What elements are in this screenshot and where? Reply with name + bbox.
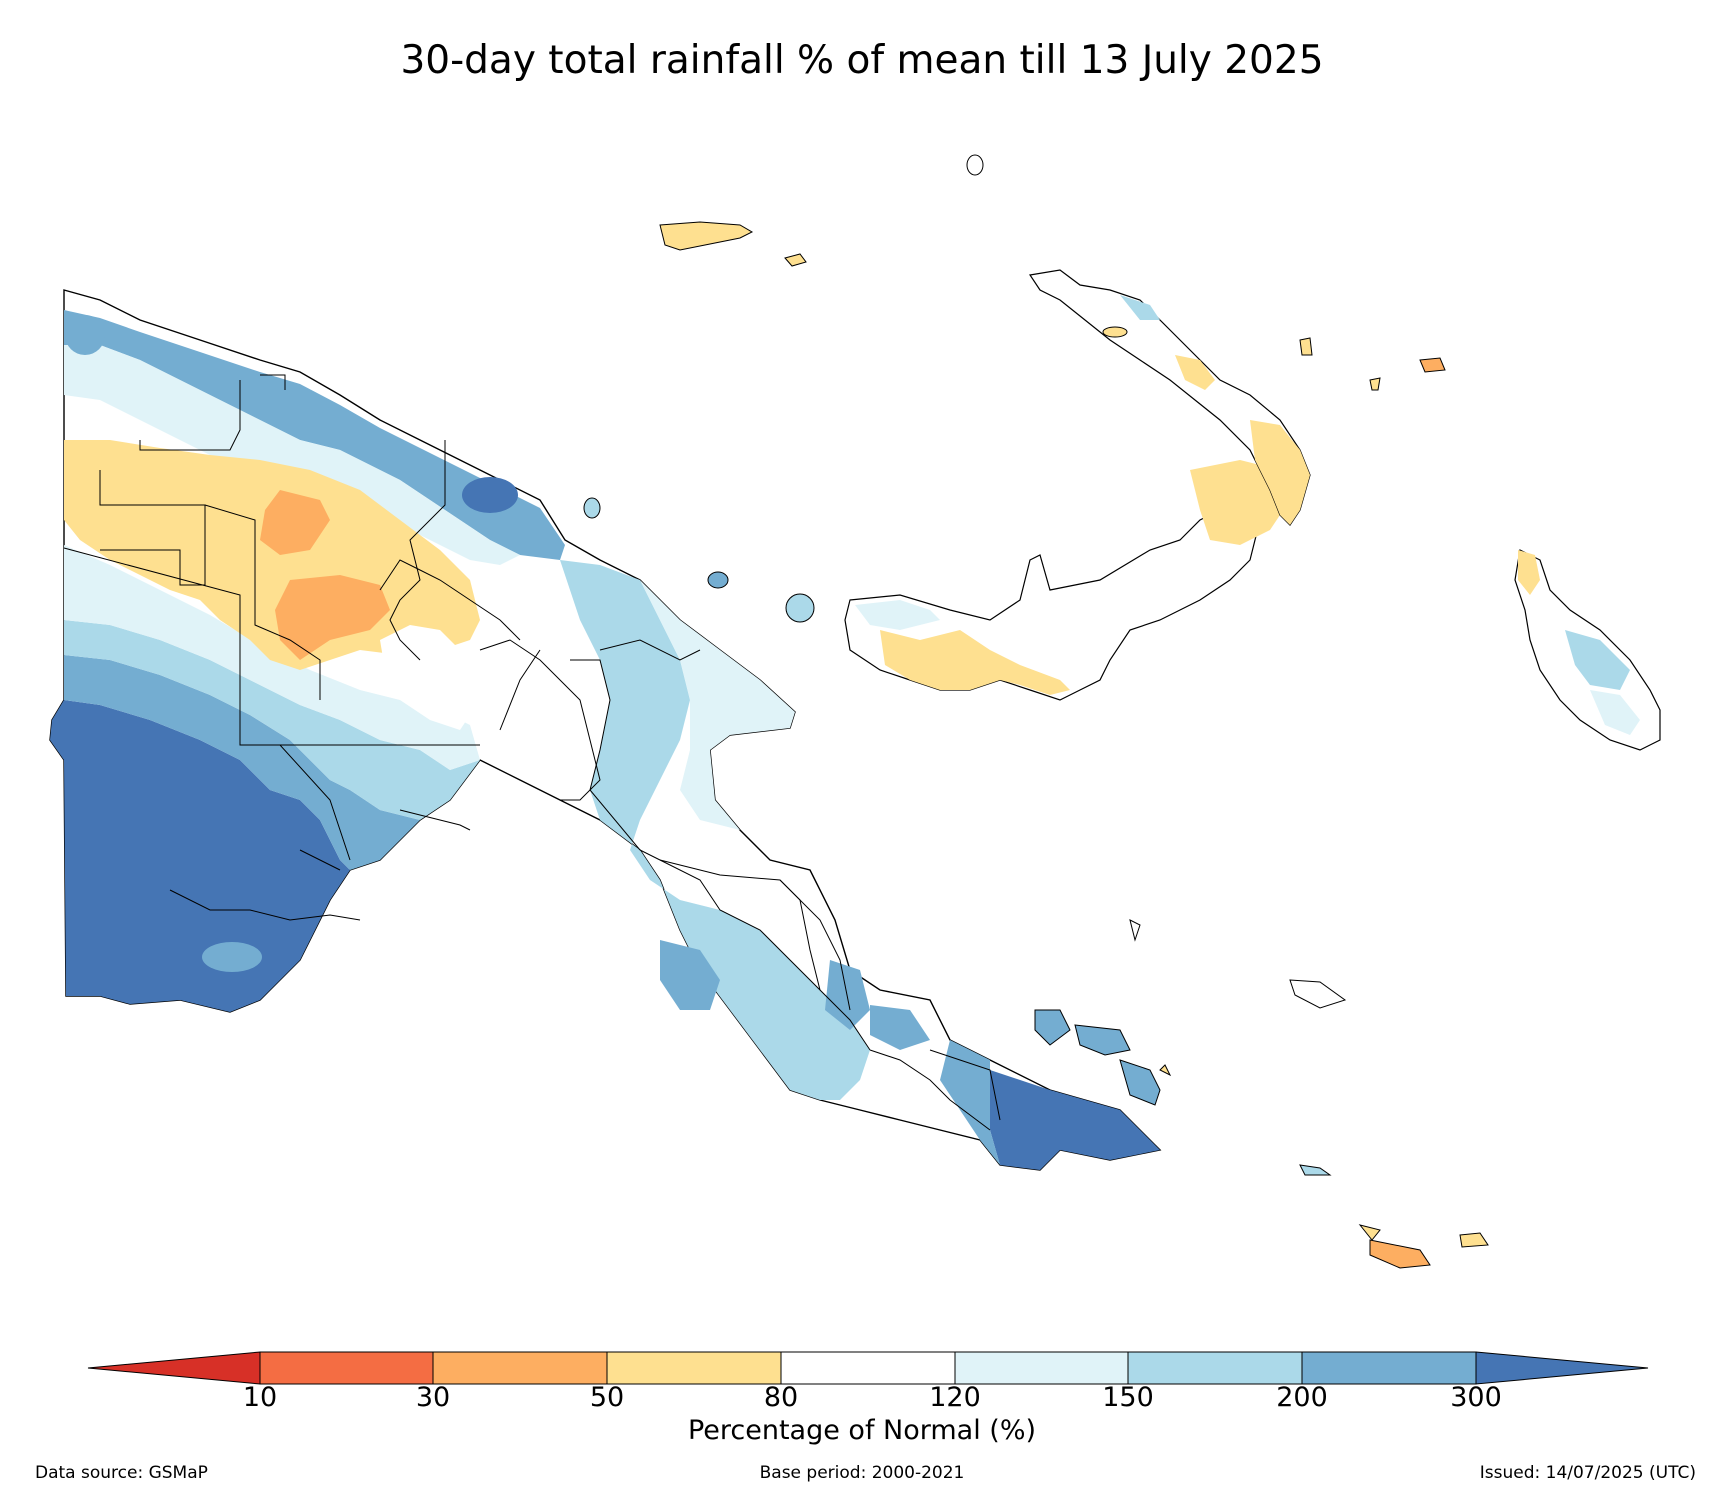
region-80-120-highlands [380,625,480,730]
small-islands [583,154,1489,1269]
region-200-300-inset [202,942,262,972]
colorbar-over [1475,1351,1649,1385]
colorbar-tick-200: 200 [1276,1382,1328,1413]
new-britain-50-80-south [880,630,1070,695]
colorbar-tick-10: 10 [242,1382,278,1413]
region-30-50-highlands-a [260,490,330,555]
new-britain-120-150-west [855,600,940,630]
colorbar-bin-200-300 [1301,1351,1477,1385]
colorbar-bin-120-150 [954,1351,1129,1385]
island-bougainville [1514,549,1661,751]
bougainville-150-200 [1565,630,1630,690]
island-manus [659,221,807,267]
region-150-200-east-spine [560,560,870,1100]
new-ireland-50-80 [1250,420,1310,525]
region-200-300-east-c [870,1005,930,1050]
colorbar-tick-30: 30 [415,1382,451,1413]
colorbar-tick-150: 150 [1102,1382,1154,1413]
colorbar-tick-50: 50 [589,1382,625,1413]
issued-date: Issued: 14/07/2025 (UTC) [1479,1463,1696,1483]
data-source: Data source: GSMaP [35,1463,208,1483]
colorbar-tick-120: 120 [929,1382,981,1413]
colorbar-bin-30-50 [432,1351,608,1385]
region-200-300-southwest [64,655,420,870]
mainland-png [49,289,1162,1171]
manus-outline [659,221,754,251]
colorbar-bin-150-200 [1127,1351,1303,1385]
region-150-200-north [64,345,520,565]
colorbar-bin-80-120 [780,1351,956,1385]
province-boundaries [63,374,1001,1131]
map-title: 30-day total rainfall % of mean till 13 … [400,38,1324,83]
region-30-50-highlands-b [275,575,390,660]
bougainville-50-80-north [1518,550,1540,595]
region-150-200-southwest [64,620,480,820]
region-120-150-east-spine [640,580,795,830]
bougainville-120-150 [1590,690,1640,735]
colorbar-bin-10-30 [259,1351,434,1385]
region-200-300-east-a [660,940,720,1010]
river-delta [169,809,471,921]
colorbar-under [87,1351,261,1385]
island-new-ireland [1028,269,1311,526]
region-above-300-south [50,700,350,1012]
region-200-300-nw-patch [65,315,105,355]
colorbar-tick-300: 300 [1450,1382,1502,1413]
colorbar-label: Percentage of Normal (%) [687,1415,1037,1446]
colorbar-tick-80: 80 [763,1382,799,1413]
new-ireland-50-80-mid [1175,355,1215,390]
colorbar-bin-50-80 [606,1351,782,1385]
region-200-300-north [64,310,565,560]
region-above-300-southeast [990,1070,1160,1170]
new-ireland-150-200-top [1120,295,1160,320]
region-200-300-southeast [940,1040,1000,1165]
region-above-300-north [462,477,518,513]
base-period: Base period: 2000-2021 [759,1463,965,1483]
